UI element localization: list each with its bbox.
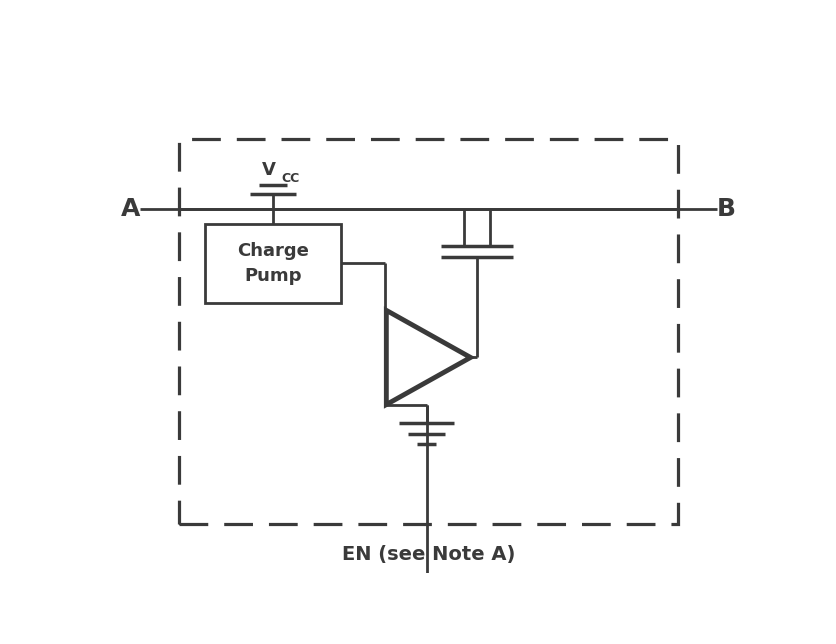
Text: Charge
Pump: Charge Pump — [237, 242, 308, 285]
Text: CC: CC — [282, 172, 299, 185]
Text: A: A — [120, 196, 140, 221]
Polygon shape — [386, 310, 471, 404]
Text: EN (see Note A): EN (see Note A) — [342, 545, 515, 564]
Text: V: V — [263, 161, 276, 179]
FancyBboxPatch shape — [205, 223, 341, 303]
Text: B: B — [717, 196, 736, 221]
